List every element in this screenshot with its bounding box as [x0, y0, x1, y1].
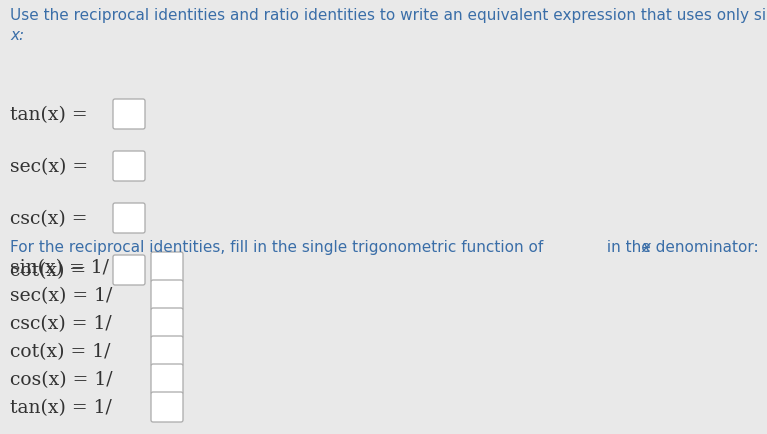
FancyBboxPatch shape: [151, 392, 183, 422]
FancyBboxPatch shape: [151, 364, 183, 394]
Text: in the denominator:: in the denominator:: [602, 240, 759, 254]
FancyBboxPatch shape: [151, 336, 183, 366]
Text: Use the reciprocal identities and ratio identities to write an equivalent expres: Use the reciprocal identities and ratio …: [10, 8, 767, 23]
Text: sec(x) =: sec(x) =: [10, 158, 94, 176]
Text: For the reciprocal identities, fill in the single trigonometric function of: For the reciprocal identities, fill in t…: [10, 240, 548, 254]
FancyBboxPatch shape: [113, 204, 145, 233]
FancyBboxPatch shape: [113, 256, 145, 285]
Text: sin(x) = 1/: sin(x) = 1/: [10, 258, 109, 276]
Text: x: x: [642, 240, 650, 254]
Text: csc(x) = 1/: csc(x) = 1/: [10, 314, 112, 332]
Text: sec(x) = 1/: sec(x) = 1/: [10, 286, 113, 304]
Text: tan(x) = 1/: tan(x) = 1/: [10, 398, 112, 416]
FancyBboxPatch shape: [113, 100, 145, 130]
FancyBboxPatch shape: [113, 151, 145, 181]
FancyBboxPatch shape: [151, 280, 183, 310]
Text: cot(x) = 1/: cot(x) = 1/: [10, 342, 110, 360]
Text: cos(x) = 1/: cos(x) = 1/: [10, 370, 113, 388]
Text: tan(x) =: tan(x) =: [10, 106, 94, 124]
FancyBboxPatch shape: [151, 253, 183, 283]
FancyBboxPatch shape: [151, 308, 183, 338]
Text: x:: x:: [10, 28, 24, 43]
Text: csc(x) =: csc(x) =: [10, 210, 94, 227]
Text: cot(x) =: cot(x) =: [10, 261, 92, 279]
